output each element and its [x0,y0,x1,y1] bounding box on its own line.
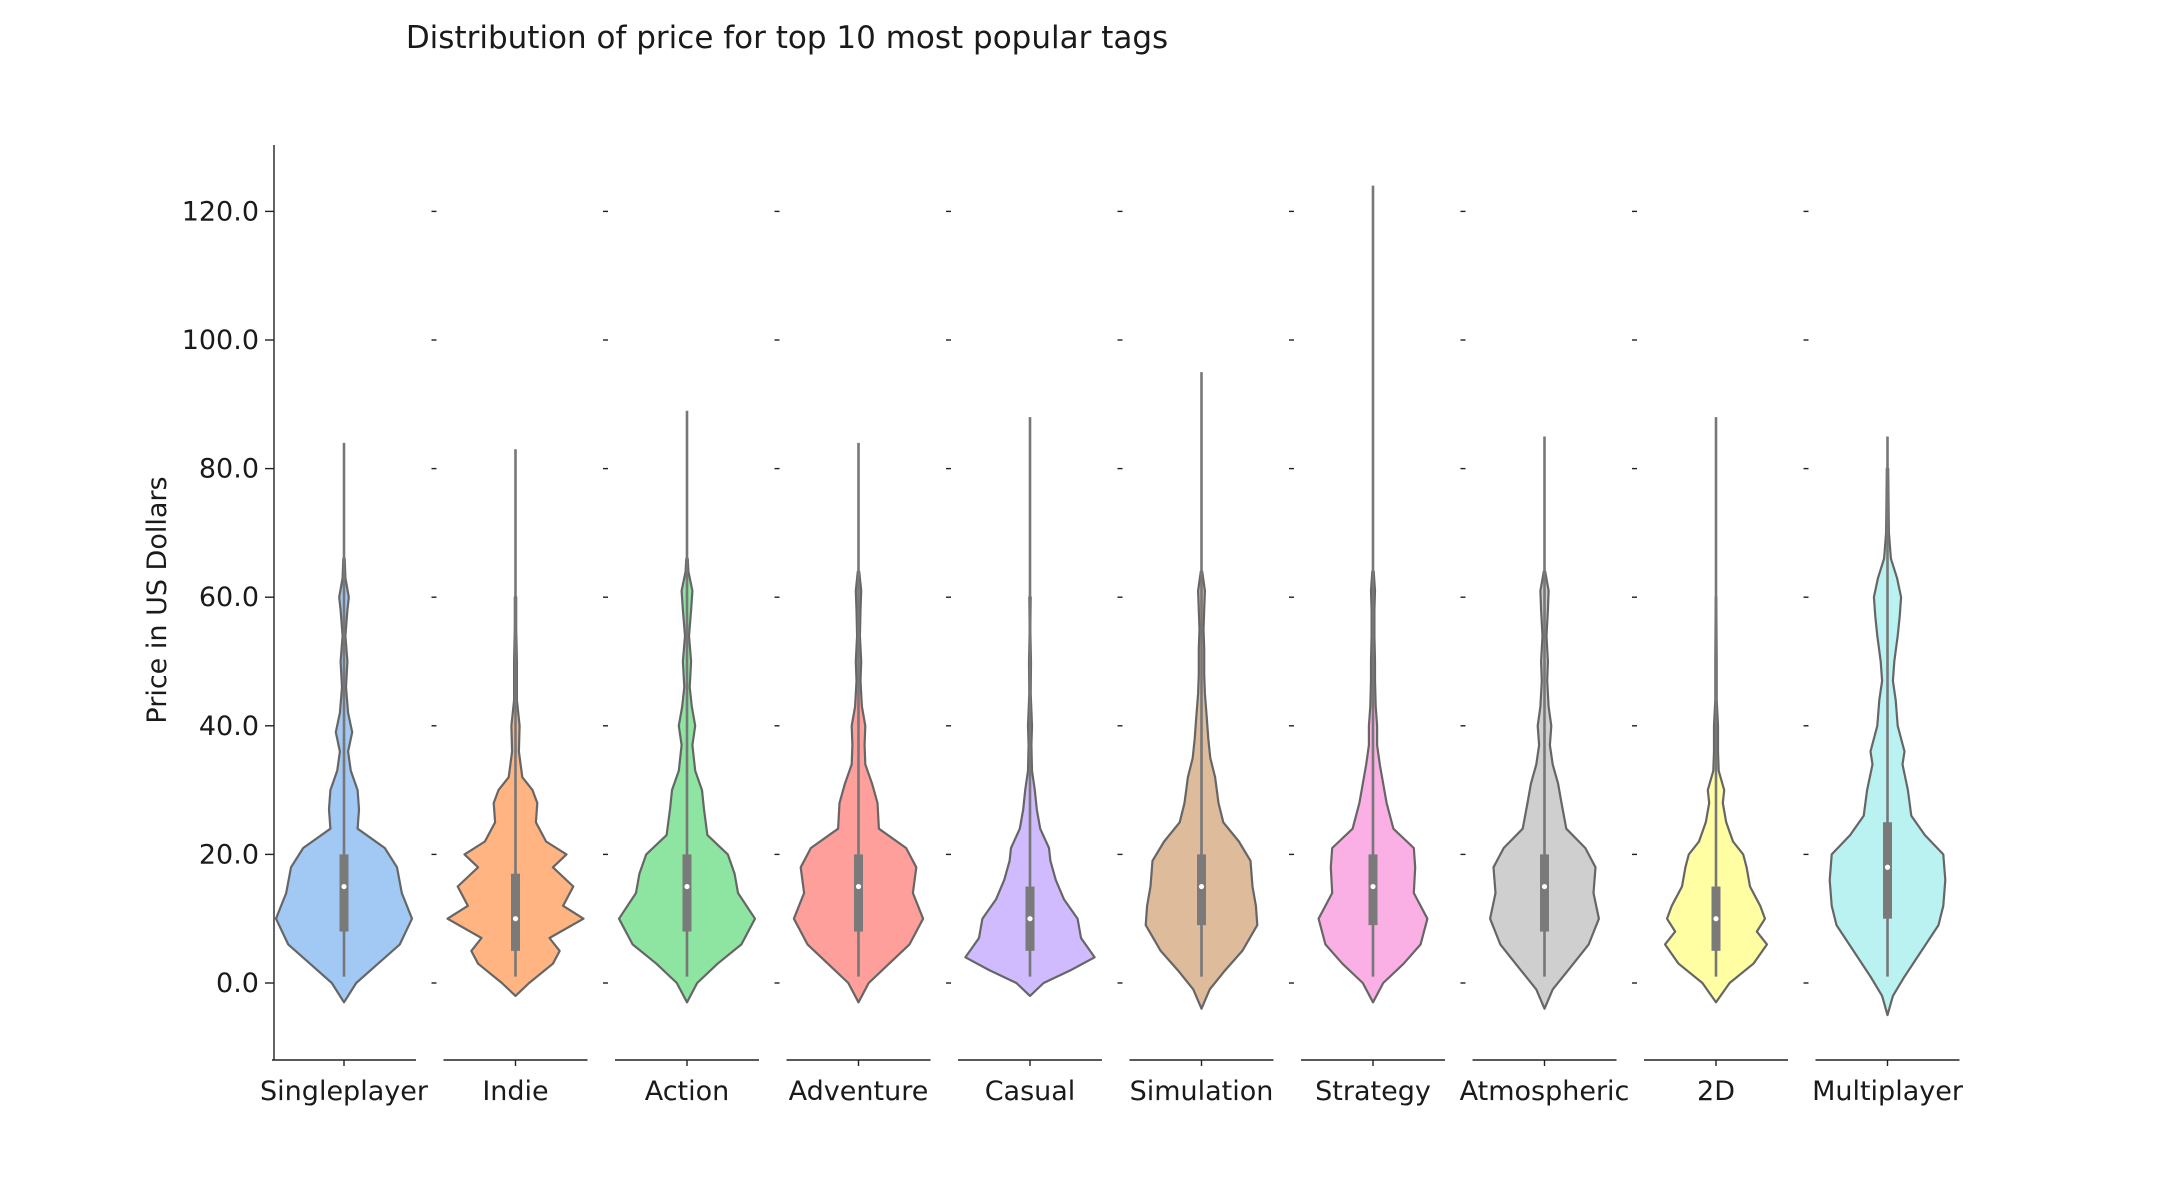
median-point [1198,883,1205,890]
chart-title: Distribution of price for top 10 most po… [406,20,1168,56]
plot-area [274,185,1947,1017]
iqr-box [1368,854,1378,926]
x-tick-label: Indie [482,1076,548,1107]
y-tick-label: 20.0 [199,839,259,870]
x-tick-label: Action [645,1076,730,1107]
x-tick-label: Simulation [1130,1076,1274,1107]
x-tick-label: Strategy [1315,1076,1431,1107]
y-tick-label: 0.0 [216,968,259,999]
median-point [684,883,690,890]
iqr-box [1883,822,1892,919]
y-tick-label: 80.0 [199,454,259,485]
y-tick-label: 120.0 [182,196,259,227]
y-tick-label: 60.0 [199,582,259,613]
y-tick-label: 100.0 [182,325,259,356]
x-tick-label: Adventure [789,1076,929,1107]
iqr-box [682,854,692,932]
median-point [341,883,347,890]
iqr-box [511,873,520,951]
median-point [1713,916,1719,922]
median-point [512,916,519,922]
median-point [855,883,862,890]
y-axis-label: Price in US Dollars [142,476,173,723]
median-point [1884,864,1891,870]
y-tick-label: 40.0 [199,711,259,742]
median-point [1541,883,1548,890]
x-tick-label: Multiplayer [1812,1076,1964,1107]
x-tick-label: Singleplayer [260,1076,429,1107]
x-tick-label: Casual [985,1076,1076,1107]
iqr-box [339,854,349,932]
iqr-box [1540,854,1549,932]
axes: 0.0 20.0 40.0 60.0 80.0 100.0 120.0 Singleplaye… [182,145,1964,1107]
median-point [1370,883,1376,890]
x-tick-label: Atmospheric [1460,1076,1630,1107]
median-point [1027,916,1033,922]
x-tick-label: 2D [1697,1076,1735,1107]
iqr-box [1197,854,1206,926]
iqr-box [854,854,863,932]
